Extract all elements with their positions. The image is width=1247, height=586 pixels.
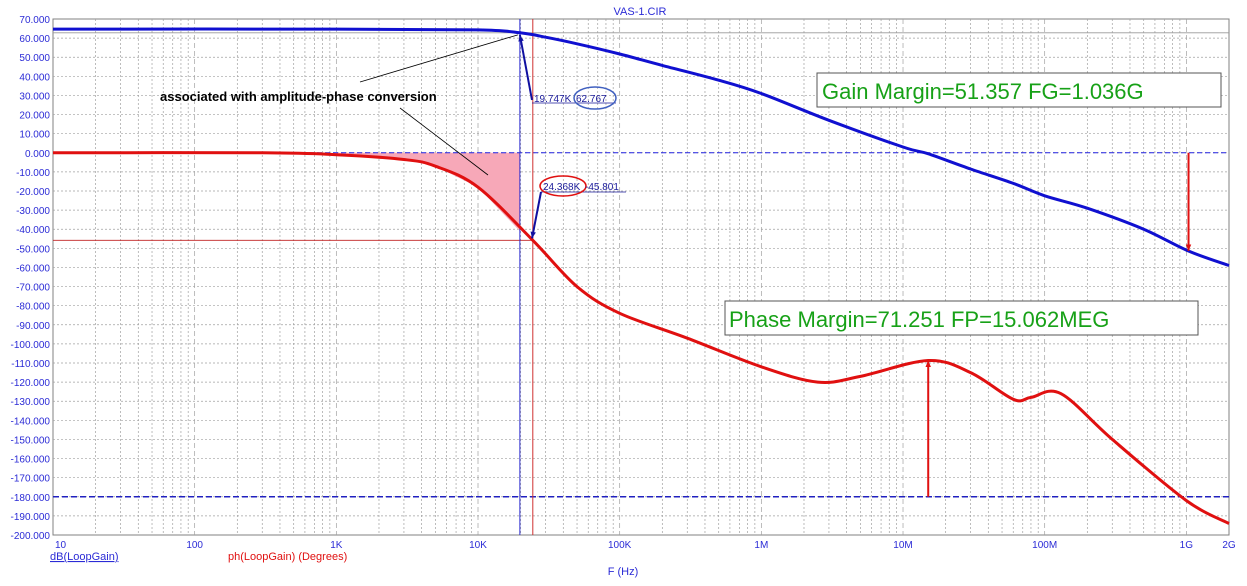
gain-margin-text: Gain Margin=51.357 FG=1.036G [822,79,1144,104]
y-tick-label: 60.000 [19,34,50,45]
cursor-gain-marker-head [518,34,524,42]
x-tick-label: 100K [608,540,632,551]
cursor-phase-circle [539,175,587,197]
gain-margin-box [816,72,1222,108]
y-tick-label: -90.000 [16,321,50,332]
series-line-phase [52,151,1230,525]
y-tick-label: 70.000 [19,15,50,26]
y-tick-label: -60.000 [16,263,50,274]
x-axis-labels: 10 100 1K 10K 100K 1M 10M 100M 1G 2G [55,540,1236,551]
x-tick-label: 10M [893,540,912,551]
y-tick-label: -20.000 [16,187,50,198]
series-curves [52,27,1230,525]
y-tick-label: -10.000 [16,168,50,179]
cursor-phase-marker-head [530,231,536,239]
y-tick-label: -140.000 [11,416,51,427]
y-tick-label: -70.000 [16,283,50,294]
y-tick-label: -160.000 [11,455,51,466]
y-tick-label: -100.000 [11,340,51,351]
note-line-gain [359,34,518,83]
cursor-gain-value: 62.767 [576,94,607,105]
x-tick-label: 10K [469,540,487,551]
plot-frame [52,18,1230,536]
y-tick-label: 40.000 [19,72,50,83]
y-tick-label: 0.000 [25,149,50,160]
y-tick-label: -130.000 [11,397,51,408]
y-tick-label: 20.000 [19,111,50,122]
series-line-gain [52,27,1230,267]
legend-phase-label: ph(LoopGain) (Degrees) [228,551,347,563]
y-tick-label: -50.000 [16,244,50,255]
note-line-phase [399,107,489,176]
cursor-phase-value: -45.801 [585,182,619,193]
legend-gain-label: dB(LoopGain) [50,551,119,563]
y-tick-label: 50.000 [19,53,50,64]
phase-margin-arrow-head [925,360,931,367]
y-tick-label: 10.000 [19,130,50,141]
y-tick-label: -190.000 [11,512,51,523]
y-tick-label: -180.000 [11,493,51,504]
shaded-region-layer [336,152,520,232]
cursor-gain-marker [518,34,533,101]
annotations [359,34,1192,497]
gain-margin-arrow-head [1185,244,1192,251]
cursor-phase-marker [531,191,542,239]
chart-title: VAS-1.CIR [614,6,667,18]
annotation-note: associated with amplitude-phase conversi… [160,89,437,104]
x-tick-label: 1K [330,540,343,551]
cursor-gain-freq: 19.747K [534,94,572,105]
phase-margin-box [724,300,1199,336]
y-tick-label: 30.000 [19,91,50,102]
x-tick-label: 1M [754,540,768,551]
y-tick-label: -80.000 [16,302,50,313]
y-tick-label: -30.000 [16,206,50,217]
cursor-phase-freq: 24.368K [543,182,581,193]
y-tick-label: -40.000 [16,225,50,236]
phase-shaded-region [336,152,520,232]
x-tick-label: 100M [1032,540,1057,551]
y-axis-labels: 70.000 60.000 50.000 40.000 30.000 20.000 10.0… [11,15,51,542]
x-tick-label: 10 [55,540,67,551]
y-tick-label: -120.000 [11,378,51,389]
y-tick-label: -170.000 [11,474,51,485]
cursor-gain-circle [573,86,617,110]
y-tick-label: -150.000 [11,435,51,446]
x-tick-label: 100 [186,540,203,551]
x-tick-label: 1G [1180,540,1194,551]
x-axis-title: F (Hz) [608,566,639,578]
x-tick-label: 2G [1222,540,1236,551]
y-tick-label: -200.000 [11,531,51,542]
phase-margin-text: Phase Margin=71.251 FP=15.062MEG [729,307,1109,332]
y-tick-label: -110.000 [11,359,50,370]
